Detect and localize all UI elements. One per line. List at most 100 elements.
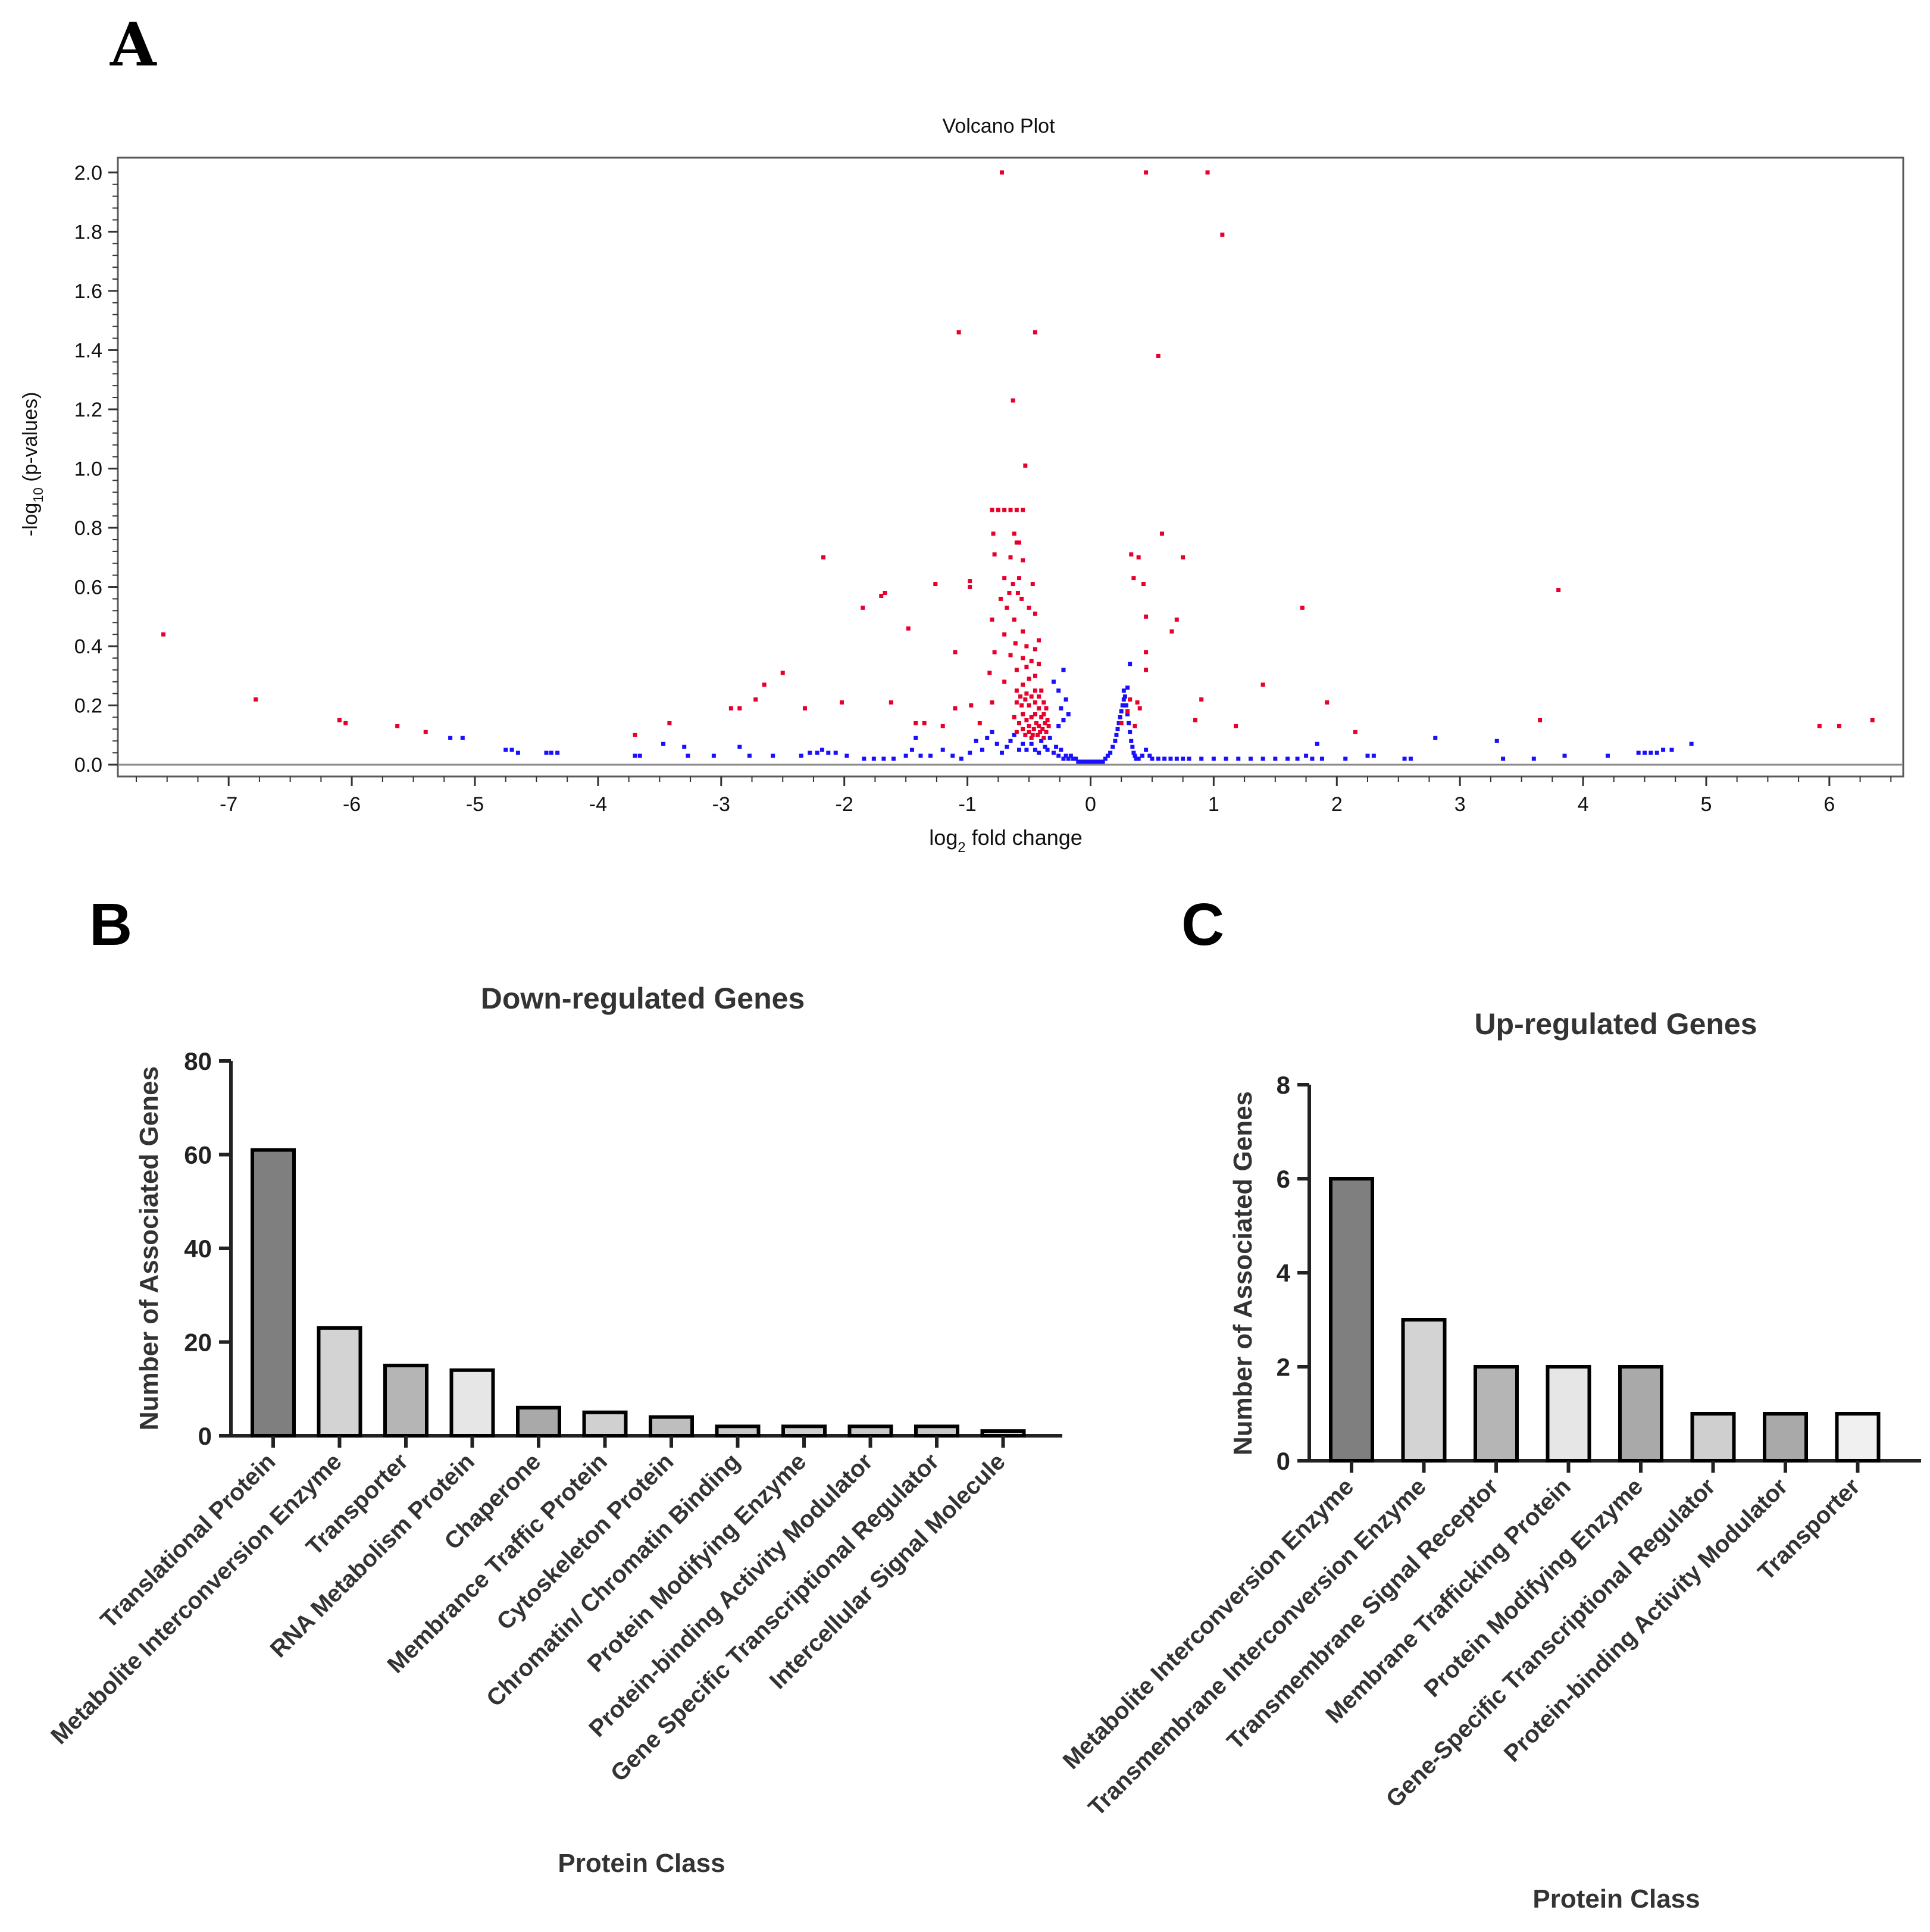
up-y-tick-label: 0: [1277, 1447, 1290, 1475]
up-title: Up-regulated Genes: [1474, 1007, 1757, 1041]
volcano-point-significant: [1016, 576, 1021, 581]
volcano-point-non-significant: [1365, 753, 1370, 758]
volcano-point-non-significant: [1083, 759, 1088, 764]
volcano-point-non-significant: [980, 747, 984, 752]
volcano-point-non-significant: [1494, 738, 1499, 743]
volcano-point-significant: [1036, 732, 1040, 737]
volcano-point-significant: [1024, 691, 1029, 696]
volcano-point-non-significant: [1016, 747, 1021, 752]
volcano-point-non-significant: [1285, 756, 1290, 761]
down-bar: [715, 1424, 761, 1438]
volcano-point-significant: [1234, 724, 1238, 728]
down-bar: [449, 1368, 495, 1438]
volcano-point-significant: [1119, 721, 1124, 725]
volcano-point-non-significant: [1093, 759, 1098, 764]
volcano-point-significant: [1325, 700, 1330, 705]
volcano-point-significant: [1034, 721, 1038, 725]
volcano-y-tick-label: 1.4: [74, 339, 102, 362]
volcano-x-axis: -7 -6 -5 -4 -3 -2 -1 0 1 2 3 4 5 6: [136, 776, 1892, 816]
down-bar: [980, 1429, 1026, 1438]
volcano-point-significant: [1033, 700, 1037, 705]
down-bar: [781, 1424, 827, 1438]
volcano-point-non-significant: [1059, 747, 1063, 752]
volcano-point-non-significant: [1119, 709, 1124, 714]
volcano-point-non-significant: [1043, 744, 1047, 749]
volcano-point-non-significant: [928, 753, 933, 758]
volcano-x-tick-label: -6: [343, 793, 361, 816]
volcano-point-non-significant: [844, 753, 849, 758]
volcano-point-significant: [953, 650, 958, 655]
volcano-point-non-significant: [686, 753, 690, 758]
volcano-point-non-significant: [1669, 747, 1674, 752]
panel-letter-a: A: [110, 10, 157, 80]
volcano-point-non-significant: [1319, 756, 1324, 761]
volcano-point-non-significant: [1024, 747, 1029, 752]
volcano-point-significant: [1031, 727, 1036, 731]
volcano-x-tick-label: -3: [712, 793, 730, 816]
volcano-point-non-significant: [1147, 753, 1152, 758]
volcano-point-significant: [1021, 712, 1025, 717]
volcano-point-significant: [1199, 697, 1204, 702]
volcano-y-label-sub: 10: [30, 487, 46, 503]
volcano-point-non-significant: [1074, 756, 1078, 761]
volcano-point-non-significant: [1029, 741, 1034, 746]
up-y-tick-label: 6: [1277, 1165, 1290, 1193]
volcano-point-significant: [1019, 596, 1024, 601]
volcano-point-non-significant: [1012, 732, 1016, 737]
volcano-point-non-significant: [1168, 756, 1173, 761]
down-y-ticks: 0 20 40 60 80: [184, 1047, 231, 1450]
volcano-x-tick-label: -4: [589, 793, 607, 816]
volcano-point-significant: [1021, 727, 1025, 731]
up-bar: [1763, 1412, 1808, 1463]
volcano-point-significant: [968, 585, 972, 590]
volcano-point-non-significant: [914, 735, 918, 740]
volcano-point-significant: [1019, 703, 1024, 708]
up-bars: [1329, 1177, 1881, 1473]
volcano-plot-frame: [117, 156, 1904, 778]
volcano-point-non-significant: [1091, 759, 1096, 764]
volcano-point-non-significant: [826, 750, 831, 755]
volcano-point-significant: [1041, 700, 1046, 705]
volcano-x-tick-label: -7: [220, 793, 237, 816]
volcano-point-non-significant: [1021, 741, 1025, 746]
up-y-tick-label: 8: [1277, 1071, 1290, 1099]
volcano-point-non-significant: [637, 753, 642, 758]
volcano-point-non-significant: [1144, 747, 1149, 752]
volcano-point-significant: [1037, 694, 1041, 699]
volcano-point-significant: [1181, 555, 1185, 560]
volcano-point-non-significant: [1115, 727, 1120, 731]
up-category-label: Transmembrane Interconversion Enzyme: [1083, 1473, 1431, 1821]
volcano-point-significant: [1260, 682, 1265, 687]
volcano-point-significant: [1021, 682, 1025, 687]
volcano-point-significant: [395, 724, 400, 728]
volcano-point-non-significant: [1531, 756, 1536, 761]
volcano-point-significant: [1005, 605, 1009, 610]
volcano-point-significant: [968, 579, 972, 584]
volcano-point-significant: [1144, 650, 1149, 655]
volcano-point-non-significant: [1128, 729, 1133, 734]
volcano-point-non-significant: [1100, 759, 1105, 764]
volcano-point-significant: [1033, 611, 1037, 616]
volcano-point-significant: [1002, 508, 1007, 512]
down-bar: [914, 1424, 959, 1438]
volcano-point-non-significant: [891, 756, 896, 761]
volcano-point-non-significant: [1140, 753, 1144, 758]
volcano-point-non-significant: [1661, 747, 1666, 752]
volcano-point-non-significant: [1402, 756, 1407, 761]
volcano-point-significant: [1027, 677, 1031, 681]
volcano-point-non-significant: [1054, 744, 1059, 749]
volcano-point-non-significant: [549, 750, 553, 755]
volcano-point-significant: [1044, 706, 1049, 711]
volcano-point-non-significant: [1121, 697, 1126, 702]
volcano-point-non-significant: [1315, 741, 1319, 746]
volcano-point-significant: [1300, 605, 1305, 610]
volcano-point-significant: [1136, 555, 1141, 560]
volcano-point-non-significant: [1248, 756, 1253, 761]
volcano-point-non-significant: [1131, 750, 1136, 755]
volcano-point-significant: [940, 724, 945, 728]
volcano-point-non-significant: [1125, 685, 1130, 690]
volcano-y-tick-label: 0.4: [74, 635, 102, 658]
volcano-point-non-significant: [1105, 753, 1110, 758]
